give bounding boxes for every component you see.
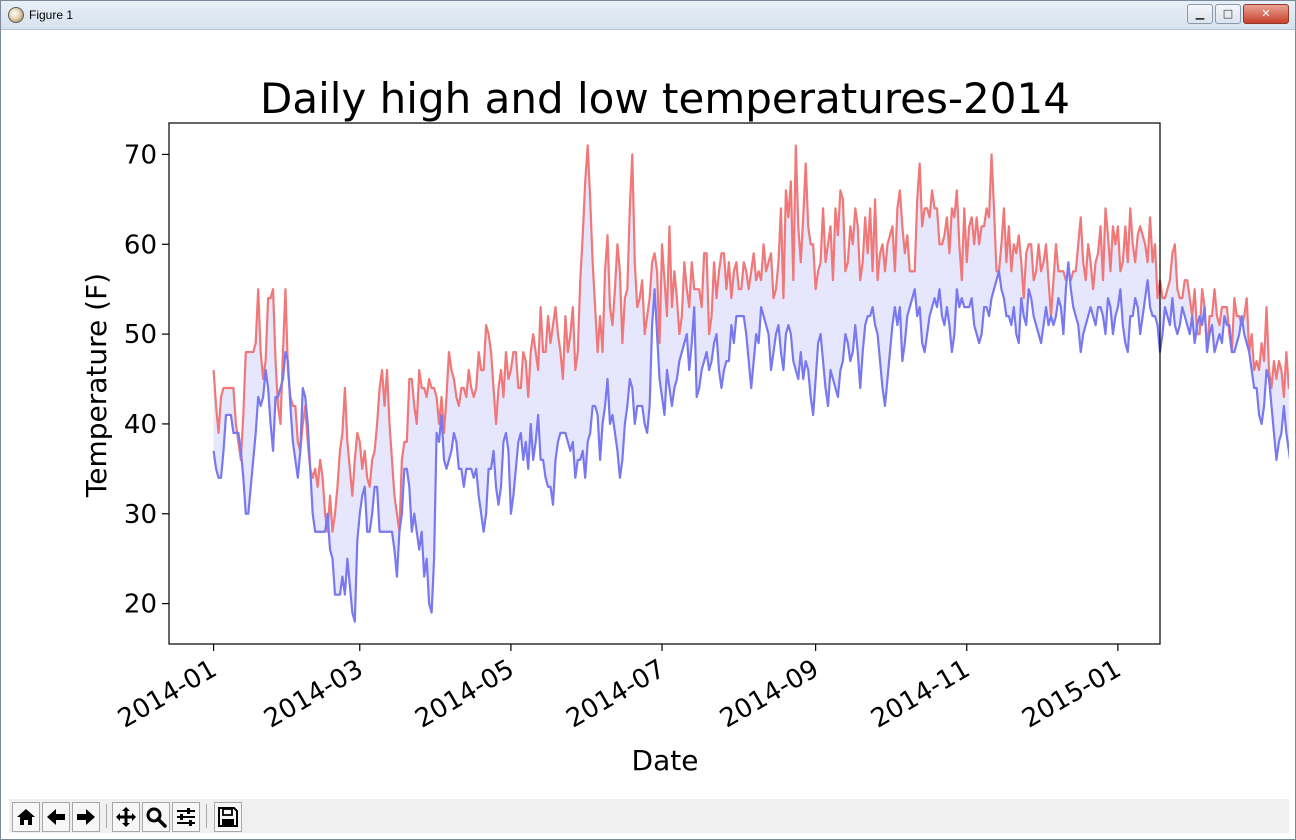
pan-button[interactable]	[112, 802, 140, 832]
pan-icon	[116, 807, 136, 827]
navigation-toolbar	[9, 799, 1289, 833]
high-temperature-line	[212, 144, 1296, 533]
zoom-icon	[146, 807, 167, 828]
forward-button[interactable]	[72, 802, 100, 832]
x-axis-label: Date	[632, 744, 699, 777]
back-button[interactable]	[42, 802, 70, 832]
y-tick-label: 70	[124, 140, 157, 170]
y-axis-label: Temperature (F)	[80, 273, 113, 498]
back-icon	[47, 809, 65, 825]
home-button[interactable]	[12, 802, 40, 832]
forward-icon	[77, 809, 95, 825]
home-icon	[17, 809, 35, 825]
configure-subplots-icon	[177, 808, 195, 826]
matplotlib-app-icon	[8, 7, 24, 23]
fill-between-area	[213, 145, 1296, 622]
chart-title: Daily high and low temperatures-2014	[260, 74, 1070, 123]
zoom-button[interactable]	[142, 802, 170, 832]
y-tick-label: 50	[124, 320, 157, 350]
low-temperature-line	[212, 261, 1296, 623]
plot-layer	[212, 144, 1296, 623]
y-tick-label: 30	[124, 500, 157, 530]
title-bar[interactable]: Figure 1 ▁ □ ✕	[1, 1, 1295, 30]
figure-canvas[interactable]: Daily high and low temperatures-2014 20 3…	[9, 30, 1296, 799]
axes-frame	[168, 122, 1161, 645]
close-button[interactable]: ✕	[1243, 4, 1289, 24]
window-title: Figure 1	[29, 8, 74, 22]
y-tick-label: 60	[124, 230, 157, 260]
toolbar-separator	[106, 804, 107, 828]
maximize-button[interactable]: □	[1215, 4, 1241, 24]
y-axis: 20 30 40 50 60 70	[124, 140, 169, 620]
y-tick-label: 40	[124, 410, 157, 440]
toolbar-separator	[206, 804, 207, 828]
save-icon	[218, 807, 238, 827]
y-tick-label: 20	[124, 590, 157, 620]
configure-subplots-button[interactable]	[172, 802, 200, 832]
temperature-chart: Daily high and low temperatures-2014 20 3…	[9, 30, 1296, 799]
minimize-button[interactable]: ▁	[1187, 4, 1213, 24]
save-button[interactable]	[214, 802, 242, 832]
